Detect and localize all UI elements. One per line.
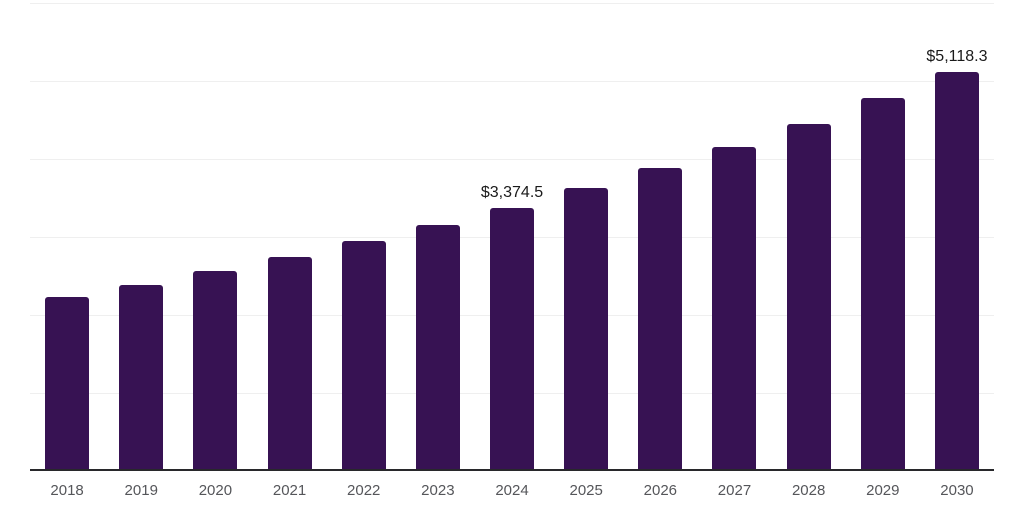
data-label-2030: $5,118.3 [926,47,988,65]
x-tick-label-2026: 2026 [643,482,678,499]
bar-slot-2028 [772,3,846,471]
bar-slot-2023 [401,3,475,471]
x-axis-line [30,469,994,471]
plot-area: $3,374.5 $5,118.3 [30,3,994,471]
bar-2019 [119,284,164,471]
x-tick-label-2019: 2019 [124,482,158,499]
bar-2018 [45,297,90,471]
x-tick-label-2021: 2021 [272,482,307,499]
x-tick-label-2027: 2027 [717,482,752,499]
bar-2030 [934,71,979,471]
bar-slot-2018 [30,3,104,471]
bar-2027 [712,146,757,471]
bar-2026 [638,168,683,471]
x-tick-label-2020: 2020 [198,482,233,499]
data-label-2024: $3,374.5 [480,183,544,201]
bar-2020 [193,270,238,471]
bar-2029 [860,97,905,471]
x-axis-labels: 2018 2019 2020 2021 2022 2023 2024 2025 2026 2027… [30,482,994,500]
bar-slot-2024: $3,374.5 [475,3,549,471]
gridline-4000 [30,159,994,161]
x-tick-label-2029: 2029 [866,482,900,499]
bar-slot-2027 [697,3,771,471]
bar-slot-2029 [846,3,920,471]
bar-2023 [415,224,460,471]
bar-slot-2022 [327,3,401,471]
x-tick-label-2030: 2030 [940,482,974,499]
bar-slot-2020 [178,3,252,471]
bars-row: $3,374.5 $5,118.3 [30,3,994,471]
x-tick-label-2024: 2024 [495,482,529,499]
x-tick-label-2022: 2022 [347,482,381,499]
x-tick-label-2018: 2018 [50,482,84,499]
bar-slot-2025 [549,3,623,471]
bar-slot-2026 [623,3,697,471]
bar-2025 [564,188,609,471]
bar-slot-2021 [252,3,326,471]
x-tick-label-2023: 2023 [421,482,455,499]
x-tick-label-2028: 2028 [791,482,826,499]
bar-2028 [786,123,831,471]
bar-2024 [490,207,535,471]
x-tick-label-2025: 2025 [569,482,603,499]
bar-2022 [341,241,386,471]
gridline-5000 [30,81,994,82]
bar-slot-2019 [104,3,178,471]
bar-slot-2030: $5,118.3 [920,3,994,471]
gridline-6000 [30,3,994,4]
bar-2021 [267,256,312,471]
